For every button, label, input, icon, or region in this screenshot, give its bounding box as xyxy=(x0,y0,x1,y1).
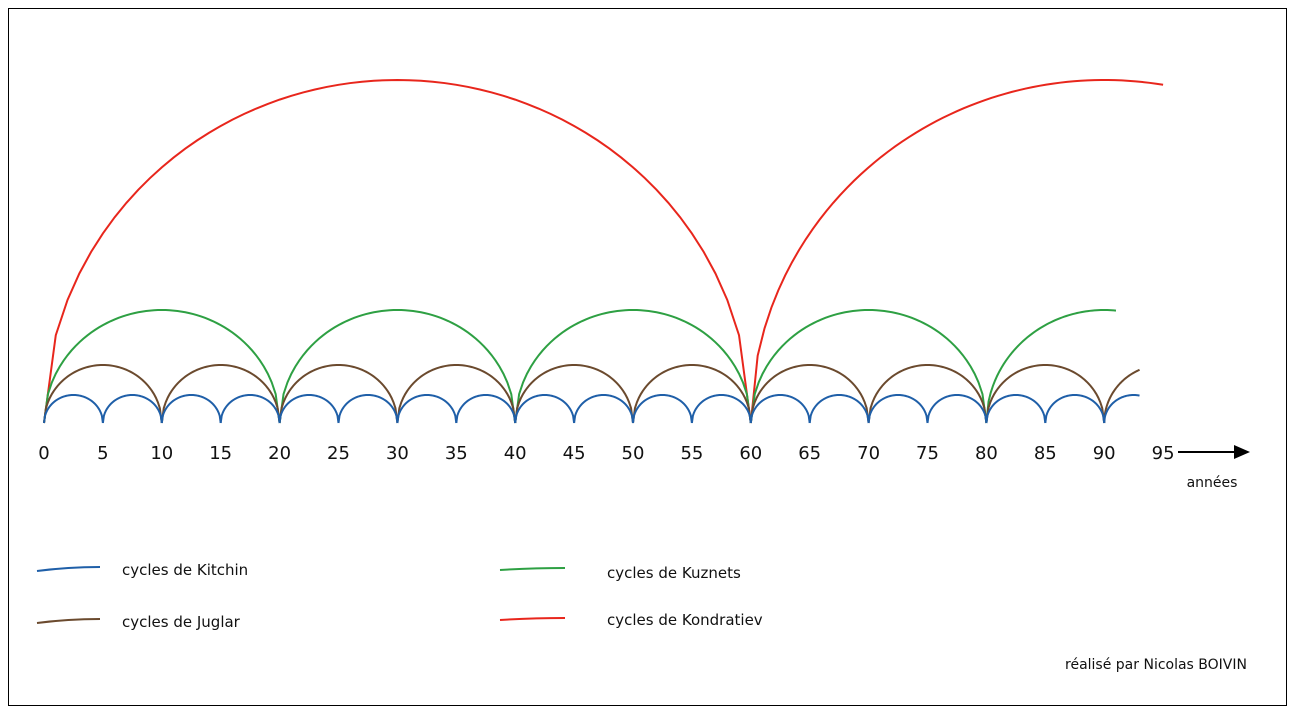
x-tick-label: 50 xyxy=(622,443,645,464)
cycle-arc-kitchin xyxy=(43,393,104,424)
cycle-arc-juglar xyxy=(1103,368,1140,424)
cycle-arc-kitchin xyxy=(278,393,340,424)
cycle-arc-juglar xyxy=(867,363,988,424)
cycle-arc-juglar xyxy=(160,363,281,424)
cycle-arcs xyxy=(43,78,1164,424)
cycle-arc-juglar xyxy=(749,363,870,424)
cycle-arc-juglar xyxy=(396,363,517,424)
x-axis-arrow xyxy=(1178,445,1250,459)
x-tick-label: 10 xyxy=(150,443,173,464)
cycle-arc-kuznets xyxy=(43,308,281,424)
x-tick-label: 60 xyxy=(739,443,762,464)
cycle-arc-kitchin xyxy=(926,393,988,424)
x-tick-label: 80 xyxy=(975,443,998,464)
x-axis-unit-label: années xyxy=(1187,475,1238,491)
legend: cycles de Kitchin cycles de Juglar cycle… xyxy=(36,561,763,631)
cycle-arc-kuznets xyxy=(749,308,988,424)
cycle-arc-kitchin xyxy=(160,393,222,424)
legend-swatch-juglar xyxy=(36,618,101,624)
cycle-arc-kitchin xyxy=(1044,393,1106,424)
cycle-arc-kitchin xyxy=(1103,393,1140,424)
cycle-arc-kuznets xyxy=(985,308,1117,424)
x-tick-label: 30 xyxy=(386,443,409,464)
cycle-arc-juglar xyxy=(632,363,752,424)
legend-label-kitchin: cycles de Kitchin xyxy=(122,561,248,579)
legend-swatch-kuznets xyxy=(499,567,566,571)
x-tick-label: 0 xyxy=(38,443,49,464)
legend-label-juglar: cycles de Juglar xyxy=(122,613,241,631)
legend-item-kitchin: cycles de Kitchin xyxy=(36,561,248,579)
cycle-arc-kitchin xyxy=(985,393,1047,424)
x-tick-label: 75 xyxy=(916,443,939,464)
cycle-arc-kitchin xyxy=(867,393,929,424)
cycle-arc-kitchin xyxy=(514,393,576,424)
diagram-frame xyxy=(8,8,1287,706)
legend-item-kondratiev: cycles de Kondratiev xyxy=(499,611,763,629)
cycle-arc-juglar xyxy=(514,363,634,424)
x-tick-label: 5 xyxy=(97,443,108,464)
cycle-arc-kitchin xyxy=(749,393,811,424)
cycle-arc-kitchin xyxy=(690,393,752,424)
cycle-arc-kitchin xyxy=(219,393,281,424)
cycle-arc-kitchin xyxy=(632,393,693,424)
cycle-arc-kitchin xyxy=(101,393,163,424)
author-credit: réalisé par Nicolas BOIVIN xyxy=(1065,657,1247,673)
cycle-arc-kitchin xyxy=(455,393,517,424)
x-tick-label: 55 xyxy=(680,443,703,464)
cycle-arc-kitchin xyxy=(396,393,458,424)
x-tick-label: 15 xyxy=(209,443,232,464)
x-tick-label: 90 xyxy=(1093,443,1116,464)
cycle-arc-kitchin xyxy=(573,393,634,424)
cycle-arc-juglar xyxy=(43,363,163,424)
x-tick-label: 25 xyxy=(327,443,350,464)
x-tick-label: 65 xyxy=(798,443,821,464)
cycle-arc-kitchin xyxy=(337,393,399,424)
legend-swatch-kitchin xyxy=(36,566,101,572)
legend-swatch-kondratiev xyxy=(499,617,566,621)
cycle-arc-kondratiev xyxy=(43,78,752,424)
cycle-arc-juglar xyxy=(278,363,399,424)
legend-label-kuznets: cycles de Kuznets xyxy=(607,564,741,582)
x-tick-label: 40 xyxy=(504,443,527,464)
x-tick-label: 70 xyxy=(857,443,880,464)
cycle-arc-juglar xyxy=(985,363,1106,424)
cycle-arc-kondratiev xyxy=(749,79,1164,424)
x-axis-ticks: 0 5 10 15 20 25 30 35 40 45 50 55 60 65 70 75 80 85 90 95 xyxy=(38,443,1174,464)
x-tick-label: 85 xyxy=(1034,443,1057,464)
x-tick-label: 35 xyxy=(445,443,468,464)
x-tick-label: 20 xyxy=(268,443,291,464)
legend-item-kuznets: cycles de Kuznets xyxy=(499,564,741,582)
legend-label-kondratiev: cycles de Kondratiev xyxy=(607,611,763,629)
x-tick-label: 95 xyxy=(1152,443,1175,464)
legend-item-juglar: cycles de Juglar xyxy=(36,613,241,631)
cycle-arc-kuznets xyxy=(278,308,517,424)
cycle-arc-kitchin xyxy=(808,393,870,424)
cycle-arc-kuznets xyxy=(514,308,752,424)
x-tick-label: 45 xyxy=(563,443,586,464)
